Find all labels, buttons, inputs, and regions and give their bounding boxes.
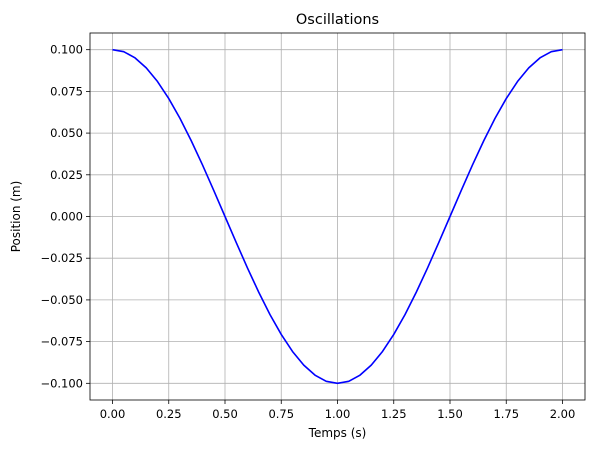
x-tick-label: 1.75 — [493, 407, 519, 421]
chart-title: Oscillations — [296, 12, 379, 28]
x-tick-label: 0.75 — [268, 407, 294, 421]
tick-layer: 0.00 0.25 0.50 0.75 1.00 1.25 1.50 1.75 2.00 −0.1… — [40, 43, 575, 421]
x-tick-label: 1.00 — [325, 407, 351, 421]
x-tick-label: 0.50 — [212, 407, 238, 421]
x-tick-label: 0.25 — [156, 407, 182, 421]
y-tick-label: −0.025 — [40, 251, 83, 265]
y-tick-label: 0.025 — [50, 168, 83, 182]
x-axis-label: Temps (s) — [308, 426, 367, 440]
y-tick-label: 0.100 — [50, 43, 83, 57]
y-tick-label: −0.100 — [40, 376, 83, 390]
x-tick-label: 0.00 — [100, 407, 126, 421]
y-tick-label: 0.000 — [50, 210, 83, 224]
x-tick-label: 2.00 — [550, 407, 576, 421]
y-tick-label: 0.075 — [50, 84, 83, 98]
y-tick-label: −0.050 — [40, 293, 83, 307]
y-tick-label: −0.075 — [40, 335, 83, 349]
series-layer — [112, 48, 563, 385]
series-line — [112, 48, 563, 385]
x-tick-label: 1.50 — [437, 407, 463, 421]
y-tick-label: 0.050 — [50, 126, 83, 140]
x-tick-label: 1.25 — [381, 407, 407, 421]
y-axis-label: Position (m) — [9, 181, 23, 253]
